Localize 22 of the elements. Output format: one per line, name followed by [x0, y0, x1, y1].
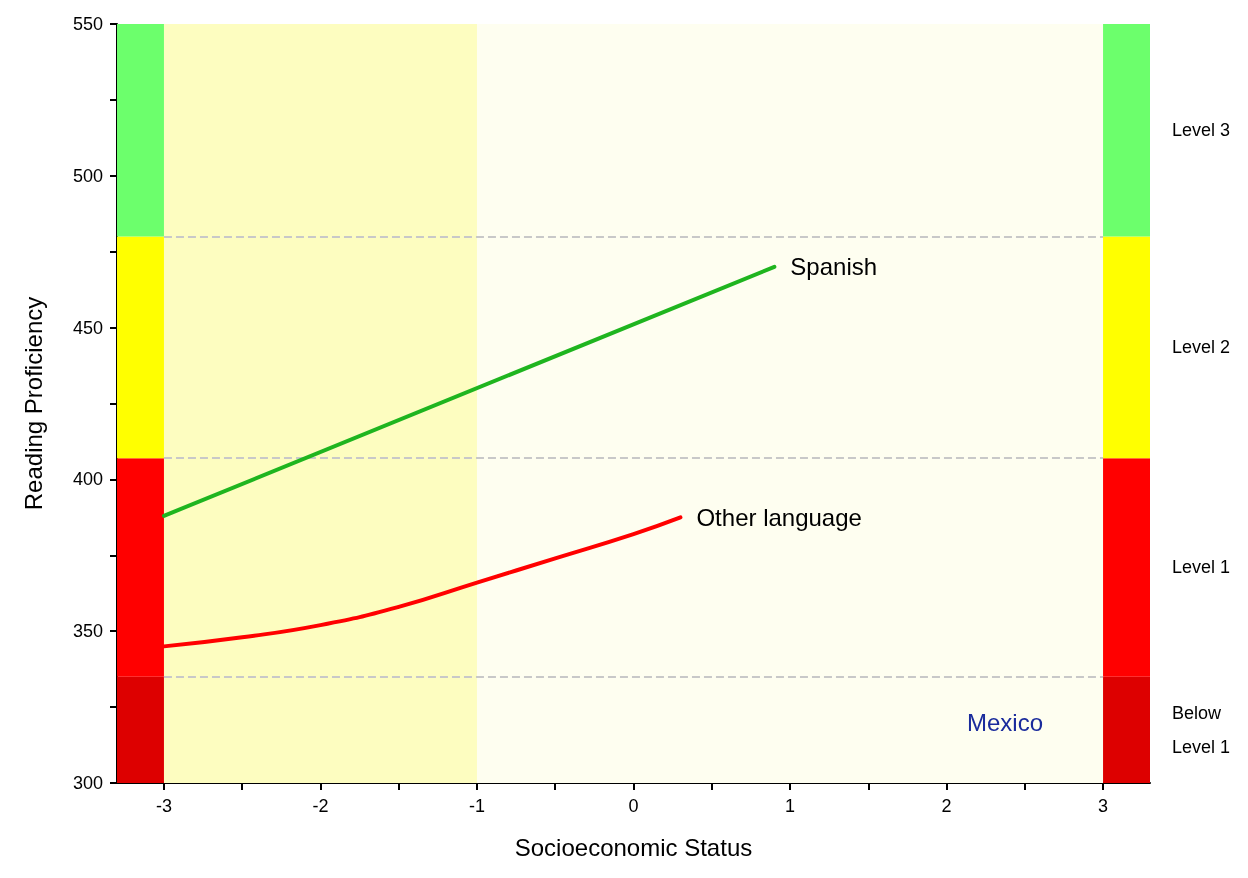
- text: Below Level 1: [1172, 702, 1231, 757]
- series-label: Spanish: [790, 253, 878, 281]
- x-tick-label: -1: [468, 796, 485, 816]
- text: Level 2: [1172, 337, 1231, 358]
- text: Level 1: [1172, 557, 1231, 578]
- y-tick-label: 350: [72, 621, 103, 642]
- annotation: Mexico: [966, 708, 1044, 736]
- x-tick-label: 2: [941, 796, 952, 816]
- y-tick-label: 550: [72, 14, 103, 34]
- y-tick-label: 500: [72, 165, 103, 186]
- x-axis-title: Socioeconomic Status: [514, 833, 753, 861]
- y-tick-label: 300: [72, 773, 103, 793]
- x-tick-label: 3: [1098, 796, 1109, 816]
- x-tick-label: 0: [628, 796, 639, 816]
- x-tick-label: -3: [155, 796, 172, 816]
- y-axis-title: Reading Proficiency: [19, 296, 47, 511]
- series-label: Other language: [696, 503, 862, 531]
- y-tick-label: 450: [72, 317, 103, 338]
- y-tick-label: 400: [72, 469, 103, 490]
- x-tick-label: 1: [785, 796, 796, 816]
- x-tick-label: -2: [312, 796, 329, 816]
- text: Level 3: [1172, 120, 1231, 141]
